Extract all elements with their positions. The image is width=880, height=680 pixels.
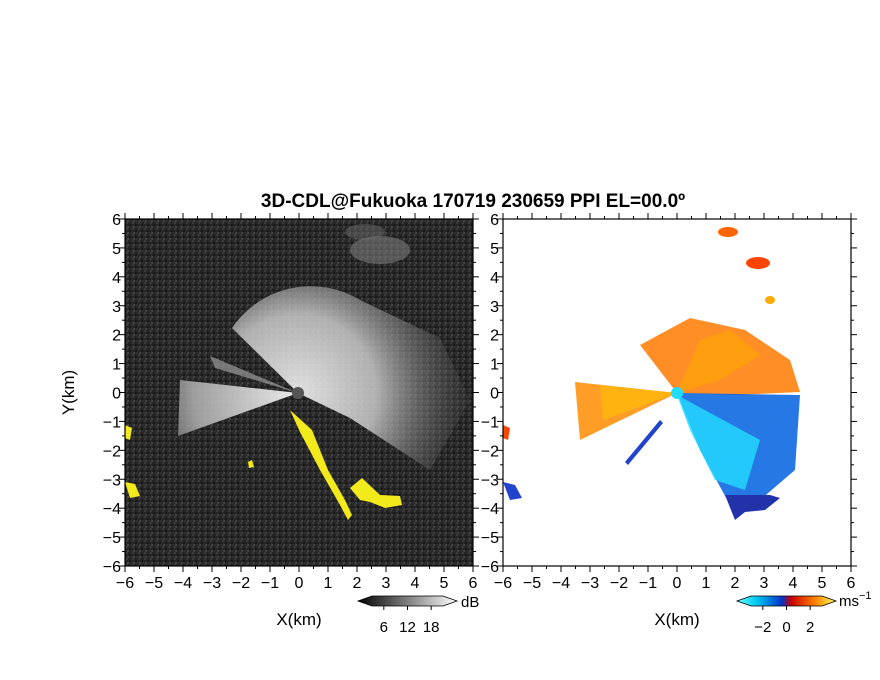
x-axis-label: X(km) bbox=[276, 610, 321, 629]
x-tick-label: 1 bbox=[702, 575, 711, 592]
y-tick-label: −5 bbox=[481, 530, 499, 547]
velocity-axes: −6 −5 −4 −3 −2 −1 0 1 2 3 4 5 6 6 5 4 3 2 1 0 −1 −2 −3 −4 −5 −6 X(… bbox=[481, 212, 857, 629]
velocity-colorbar-unit: ms−1 bbox=[839, 590, 872, 610]
x-tick-label: −6 bbox=[494, 575, 512, 592]
reflectivity-axes: −6 −5 −4 −3 −2 −1 0 1 2 3 4 5 6 6 5 4 3 2 1 0 −1 −2 −3 −4 −5 −6 X(… bbox=[59, 212, 479, 629]
velocity-image bbox=[503, 219, 851, 566]
colorbar-tick-label: 2 bbox=[806, 619, 814, 636]
colorbar-tick-label: −2 bbox=[754, 619, 771, 636]
y-tick-label: −6 bbox=[103, 559, 121, 576]
y-tick-label: 5 bbox=[490, 241, 499, 258]
x-tick-label: −1 bbox=[261, 575, 279, 592]
x-tick-label: −6 bbox=[116, 575, 134, 592]
reflectivity-image bbox=[125, 219, 473, 566]
y-tick-label: 0 bbox=[112, 386, 121, 403]
x-tick-label: −2 bbox=[232, 575, 250, 592]
y-tick-label: 1 bbox=[112, 357, 121, 374]
x-tick-label: −5 bbox=[145, 575, 163, 592]
reflectivity-panel: −6 −5 −4 −3 −2 −1 0 1 2 3 4 5 6 6 5 4 3 2 1 0 −1 −2 −3 −4 −5 −6 X(… bbox=[59, 212, 479, 629]
x-tick-label: 4 bbox=[411, 575, 420, 592]
y-tick-label: −3 bbox=[103, 472, 121, 489]
y-tick-label: 6 bbox=[112, 212, 121, 229]
x-tick-label: −3 bbox=[581, 575, 599, 592]
x-tick-label: −2 bbox=[610, 575, 628, 592]
chart-title: 3D-CDL@Fukuoka 170719 230659 PPI EL=00.0… bbox=[261, 191, 685, 212]
y-tick-label: 3 bbox=[112, 299, 121, 316]
y-tick-label: 1 bbox=[490, 357, 499, 374]
y-tick-label: −2 bbox=[103, 443, 121, 460]
colorbar-tick-label: 6 bbox=[380, 619, 388, 636]
x-tick-label: 4 bbox=[789, 575, 798, 592]
x-axis-label: X(km) bbox=[654, 610, 699, 629]
y-axis-label: Y(km) bbox=[59, 370, 78, 415]
x-tick-label: 2 bbox=[353, 575, 362, 592]
x-tick-label: −3 bbox=[203, 575, 221, 592]
y-tick-label: 5 bbox=[112, 241, 121, 258]
y-tick-label: 4 bbox=[490, 270, 499, 287]
y-tick-label: −3 bbox=[481, 472, 499, 489]
x-tick-label: 0 bbox=[673, 575, 682, 592]
x-tick-label: −1 bbox=[639, 575, 657, 592]
x-tick-label: 3 bbox=[382, 575, 391, 592]
x-tick-label: 6 bbox=[469, 575, 478, 592]
y-tick-label: −5 bbox=[103, 530, 121, 547]
x-tick-label: −4 bbox=[552, 575, 570, 592]
y-tick-label: −4 bbox=[103, 501, 121, 518]
colorbar-tick-label: 0 bbox=[782, 619, 790, 636]
y-tick-label: −2 bbox=[481, 443, 499, 460]
x-tick-label: 5 bbox=[818, 575, 827, 592]
x-tick-label: 5 bbox=[440, 575, 449, 592]
y-tick-label: −1 bbox=[103, 414, 121, 431]
x-tick-label: −4 bbox=[174, 575, 192, 592]
colorbar-tick-label: 12 bbox=[399, 619, 416, 636]
colorbar-tick-label: 18 bbox=[423, 619, 440, 636]
y-tick-label: −6 bbox=[481, 559, 499, 576]
y-tick-label: 4 bbox=[112, 270, 121, 287]
y-tick-label: 3 bbox=[490, 299, 499, 316]
x-tick-label: −5 bbox=[523, 575, 541, 592]
y-tick-label: −1 bbox=[481, 414, 499, 431]
y-tick-label: 6 bbox=[490, 212, 499, 229]
y-tick-label: 2 bbox=[112, 328, 121, 345]
x-tick-label: 3 bbox=[760, 575, 769, 592]
reflectivity-colorbar-unit: dB bbox=[461, 594, 479, 611]
x-tick-label: 2 bbox=[731, 575, 740, 592]
x-tick-label: 1 bbox=[324, 575, 333, 592]
x-tick-label: 6 bbox=[847, 575, 856, 592]
y-tick-label: −4 bbox=[481, 501, 499, 518]
velocity-colorbar: ms−1 −2 0 2 bbox=[735, 590, 872, 636]
y-tick-label: 0 bbox=[490, 386, 499, 403]
reflectivity-colorbar: dB 6 12 18 bbox=[356, 594, 479, 636]
velocity-panel: −6 −5 −4 −3 −2 −1 0 1 2 3 4 5 6 6 5 4 3 2 1 0 −1 −2 −3 −4 −5 −6 X(… bbox=[481, 212, 857, 629]
x-tick-label: 0 bbox=[295, 575, 304, 592]
y-tick-label: 2 bbox=[490, 328, 499, 345]
